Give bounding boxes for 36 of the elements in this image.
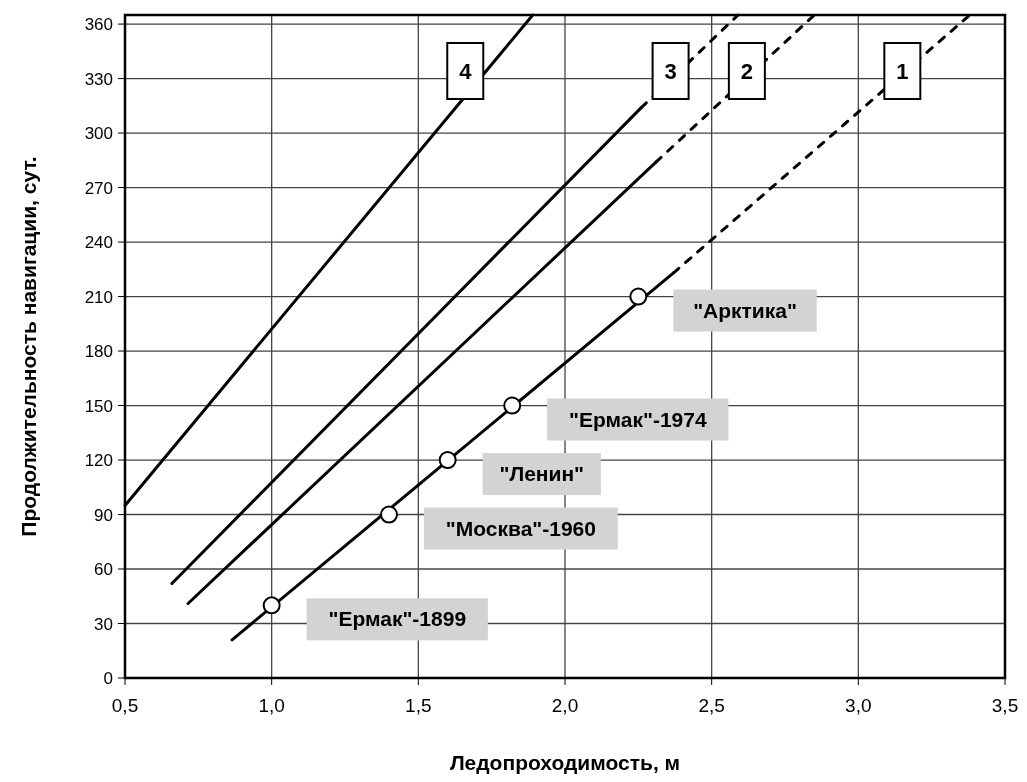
point — [438, 451, 457, 470]
y-tick-label: 0 — [103, 669, 113, 688]
x-tick-label: 0,5 — [111, 695, 139, 716]
x-axis-title: Ледопроходимость, м — [449, 751, 681, 774]
y-tick-label: 120 — [84, 451, 113, 471]
y-tick-label: 30 — [94, 614, 113, 634]
point — [380, 505, 398, 524]
y-tick-label: 270 — [84, 178, 113, 198]
y-tick-label: 60 — [94, 560, 113, 580]
annotation: "Арктика" — [693, 298, 797, 322]
y-axis-title: Продолжительность навигации, сут. — [17, 156, 40, 537]
y-tick-label: 240 — [84, 233, 113, 253]
x-tick-label: 2,0 — [551, 695, 579, 716]
annotation: "Москва"-1960 — [445, 516, 596, 540]
text: 1 — [896, 59, 909, 84]
point — [503, 396, 522, 415]
y-tick-label: 330 — [84, 69, 113, 89]
x-tick-label: 3,0 — [845, 695, 872, 716]
point — [629, 287, 648, 306]
annotation: "Ермак"-1974 — [568, 407, 707, 431]
x-tick-label: 2,5 — [698, 695, 725, 716]
annotation: "Ермак"-1899 — [328, 607, 467, 631]
point — [262, 596, 281, 615]
y-tick-label: 300 — [84, 124, 113, 144]
x-tick-label: 3,5 — [991, 695, 1019, 716]
annotation: "Ленин" — [499, 462, 585, 486]
series-label: 4 — [459, 59, 473, 84]
y-tick-label: 180 — [84, 342, 113, 362]
y-tick-label: 210 — [84, 287, 113, 307]
y-tick-label: 360 — [84, 15, 113, 35]
y-tick-label: 90 — [94, 505, 113, 525]
x-tick-label: 1,5 — [405, 695, 432, 716]
x-tick-label: 1,0 — [258, 695, 285, 716]
series-label: 3 — [664, 59, 677, 84]
text: 2 — [740, 59, 753, 84]
y-tick-label: 150 — [84, 396, 113, 416]
